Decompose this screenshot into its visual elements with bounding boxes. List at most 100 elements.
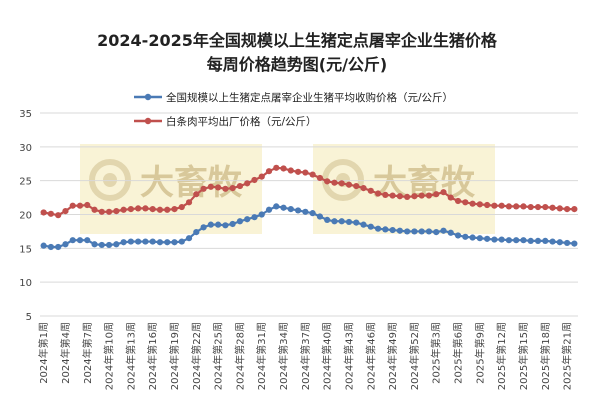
chart-title: 2024-2025年全国规模以上生猪定点屠宰企业生猪价格 xyxy=(97,31,498,50)
x-tick-label: 2025年第21周 xyxy=(561,322,574,390)
data-point-series-0 xyxy=(273,203,280,210)
data-point-series-1 xyxy=(62,208,69,215)
x-tick-label: 2024年第4周 xyxy=(59,322,72,384)
x-tick-label: 2024年第10周 xyxy=(103,322,116,390)
series xyxy=(40,164,578,251)
data-point-series-0 xyxy=(207,221,214,228)
data-point-series-1 xyxy=(462,199,469,206)
data-point-series-1 xyxy=(156,206,164,213)
data-point-series-0 xyxy=(520,237,527,244)
data-point-series-0 xyxy=(149,238,156,245)
data-point-series-1 xyxy=(98,208,105,215)
y-tick-label: 15 xyxy=(19,244,32,255)
data-point-series-1 xyxy=(222,185,229,192)
legend: 全国规模以上生猪定点屠宰企业生猪平均收购价格（元/公斤） 白条肉平均出厂价格（元… xyxy=(134,91,453,128)
legend-label-purchase: 全国规模以上生猪定点屠宰企业生猪平均收购价格（元/公斤） xyxy=(166,91,453,104)
data-point-series-0 xyxy=(324,216,331,224)
data-point-series-0 xyxy=(440,227,447,234)
data-point-series-1 xyxy=(273,164,280,171)
data-point-series-1 xyxy=(113,208,120,215)
y-axis-ticks: 5 10 15 20 25 30 35 xyxy=(19,109,32,323)
data-point-series-0 xyxy=(353,219,360,226)
data-point-series-1 xyxy=(498,202,505,209)
data-point-series-1 xyxy=(302,169,309,176)
x-tick-label: 2024年第25周 xyxy=(212,322,225,390)
data-point-series-1 xyxy=(527,203,534,211)
data-point-series-1 xyxy=(171,205,178,213)
data-point-series-1 xyxy=(258,173,265,180)
data-point-series-0 xyxy=(113,241,120,248)
data-point-series-1 xyxy=(280,165,287,172)
data-point-series-1 xyxy=(345,181,353,188)
data-point-series-1 xyxy=(454,197,462,205)
data-point-series-1 xyxy=(127,205,134,213)
x-tick-label: 2024年第49周 xyxy=(386,322,399,390)
data-point-series-0 xyxy=(280,204,287,211)
x-tick-label: 2024年第43周 xyxy=(342,322,355,390)
data-point-series-0 xyxy=(164,239,171,246)
data-point-series-0 xyxy=(40,242,47,249)
data-point-series-1 xyxy=(556,205,563,212)
data-point-series-0 xyxy=(120,239,127,246)
data-point-series-0 xyxy=(425,228,433,235)
data-point-series-0 xyxy=(484,235,491,242)
data-point-series-1 xyxy=(200,185,207,192)
data-point-series-0 xyxy=(171,239,178,246)
data-point-series-0 xyxy=(513,237,520,244)
x-tick-label: 2024年第46周 xyxy=(364,322,377,390)
data-point-series-0 xyxy=(360,221,367,228)
data-point-series-1 xyxy=(447,194,454,201)
data-point-series-1 xyxy=(135,205,142,212)
data-point-series-0 xyxy=(98,241,105,249)
data-point-series-1 xyxy=(287,167,294,174)
data-point-series-1 xyxy=(55,212,62,219)
data-point-series-1 xyxy=(396,193,403,200)
data-point-series-1 xyxy=(360,185,367,192)
data-point-series-1 xyxy=(120,206,127,213)
data-point-series-0 xyxy=(185,235,193,242)
data-point-series-0 xyxy=(338,218,345,225)
data-point-series-0 xyxy=(47,243,55,251)
data-point-series-1 xyxy=(571,205,578,213)
data-point-series-0 xyxy=(556,239,563,246)
data-point-series-0 xyxy=(178,238,185,245)
y-tick-label: 10 xyxy=(19,278,32,289)
data-point-series-0 xyxy=(491,236,498,243)
data-point-series-0 xyxy=(462,233,469,240)
data-point-series-0 xyxy=(396,227,403,234)
data-point-series-1 xyxy=(382,191,389,198)
x-tick-label: 2024年第22周 xyxy=(190,322,203,390)
x-tick-label: 2025年第6周 xyxy=(452,322,465,384)
data-point-series-1 xyxy=(374,190,382,197)
data-point-series-1 xyxy=(47,210,55,217)
data-point-series-1 xyxy=(338,180,345,187)
data-point-series-1 xyxy=(484,201,491,209)
data-point-series-1 xyxy=(105,208,113,215)
data-point-series-0 xyxy=(135,238,142,245)
data-point-series-0 xyxy=(294,207,302,214)
x-tick-label: 2024年第13周 xyxy=(124,322,137,390)
x-tick-label: 2025年第9周 xyxy=(473,322,486,384)
data-point-series-0 xyxy=(433,228,440,236)
data-point-series-0 xyxy=(265,206,273,213)
data-point-series-0 xyxy=(418,228,425,235)
data-point-series-1 xyxy=(251,176,258,184)
data-point-series-0 xyxy=(229,220,236,228)
data-point-series-1 xyxy=(294,168,302,175)
data-point-series-0 xyxy=(62,241,69,248)
data-point-series-0 xyxy=(331,218,338,225)
data-point-series-0 xyxy=(447,229,454,236)
data-point-series-0 xyxy=(411,228,418,235)
y-tick-label: 35 xyxy=(19,109,32,120)
data-point-series-0 xyxy=(193,228,200,236)
gridlines xyxy=(40,112,578,317)
data-point-series-1 xyxy=(236,182,244,190)
data-point-series-1 xyxy=(178,203,185,211)
data-point-series-1 xyxy=(215,184,222,191)
x-tick-label: 2025年第3周 xyxy=(430,322,443,384)
data-point-series-0 xyxy=(200,224,207,231)
data-point-series-0 xyxy=(302,208,309,215)
y-tick-label: 20 xyxy=(19,211,32,222)
x-tick-label: 2024年第19周 xyxy=(168,322,181,390)
